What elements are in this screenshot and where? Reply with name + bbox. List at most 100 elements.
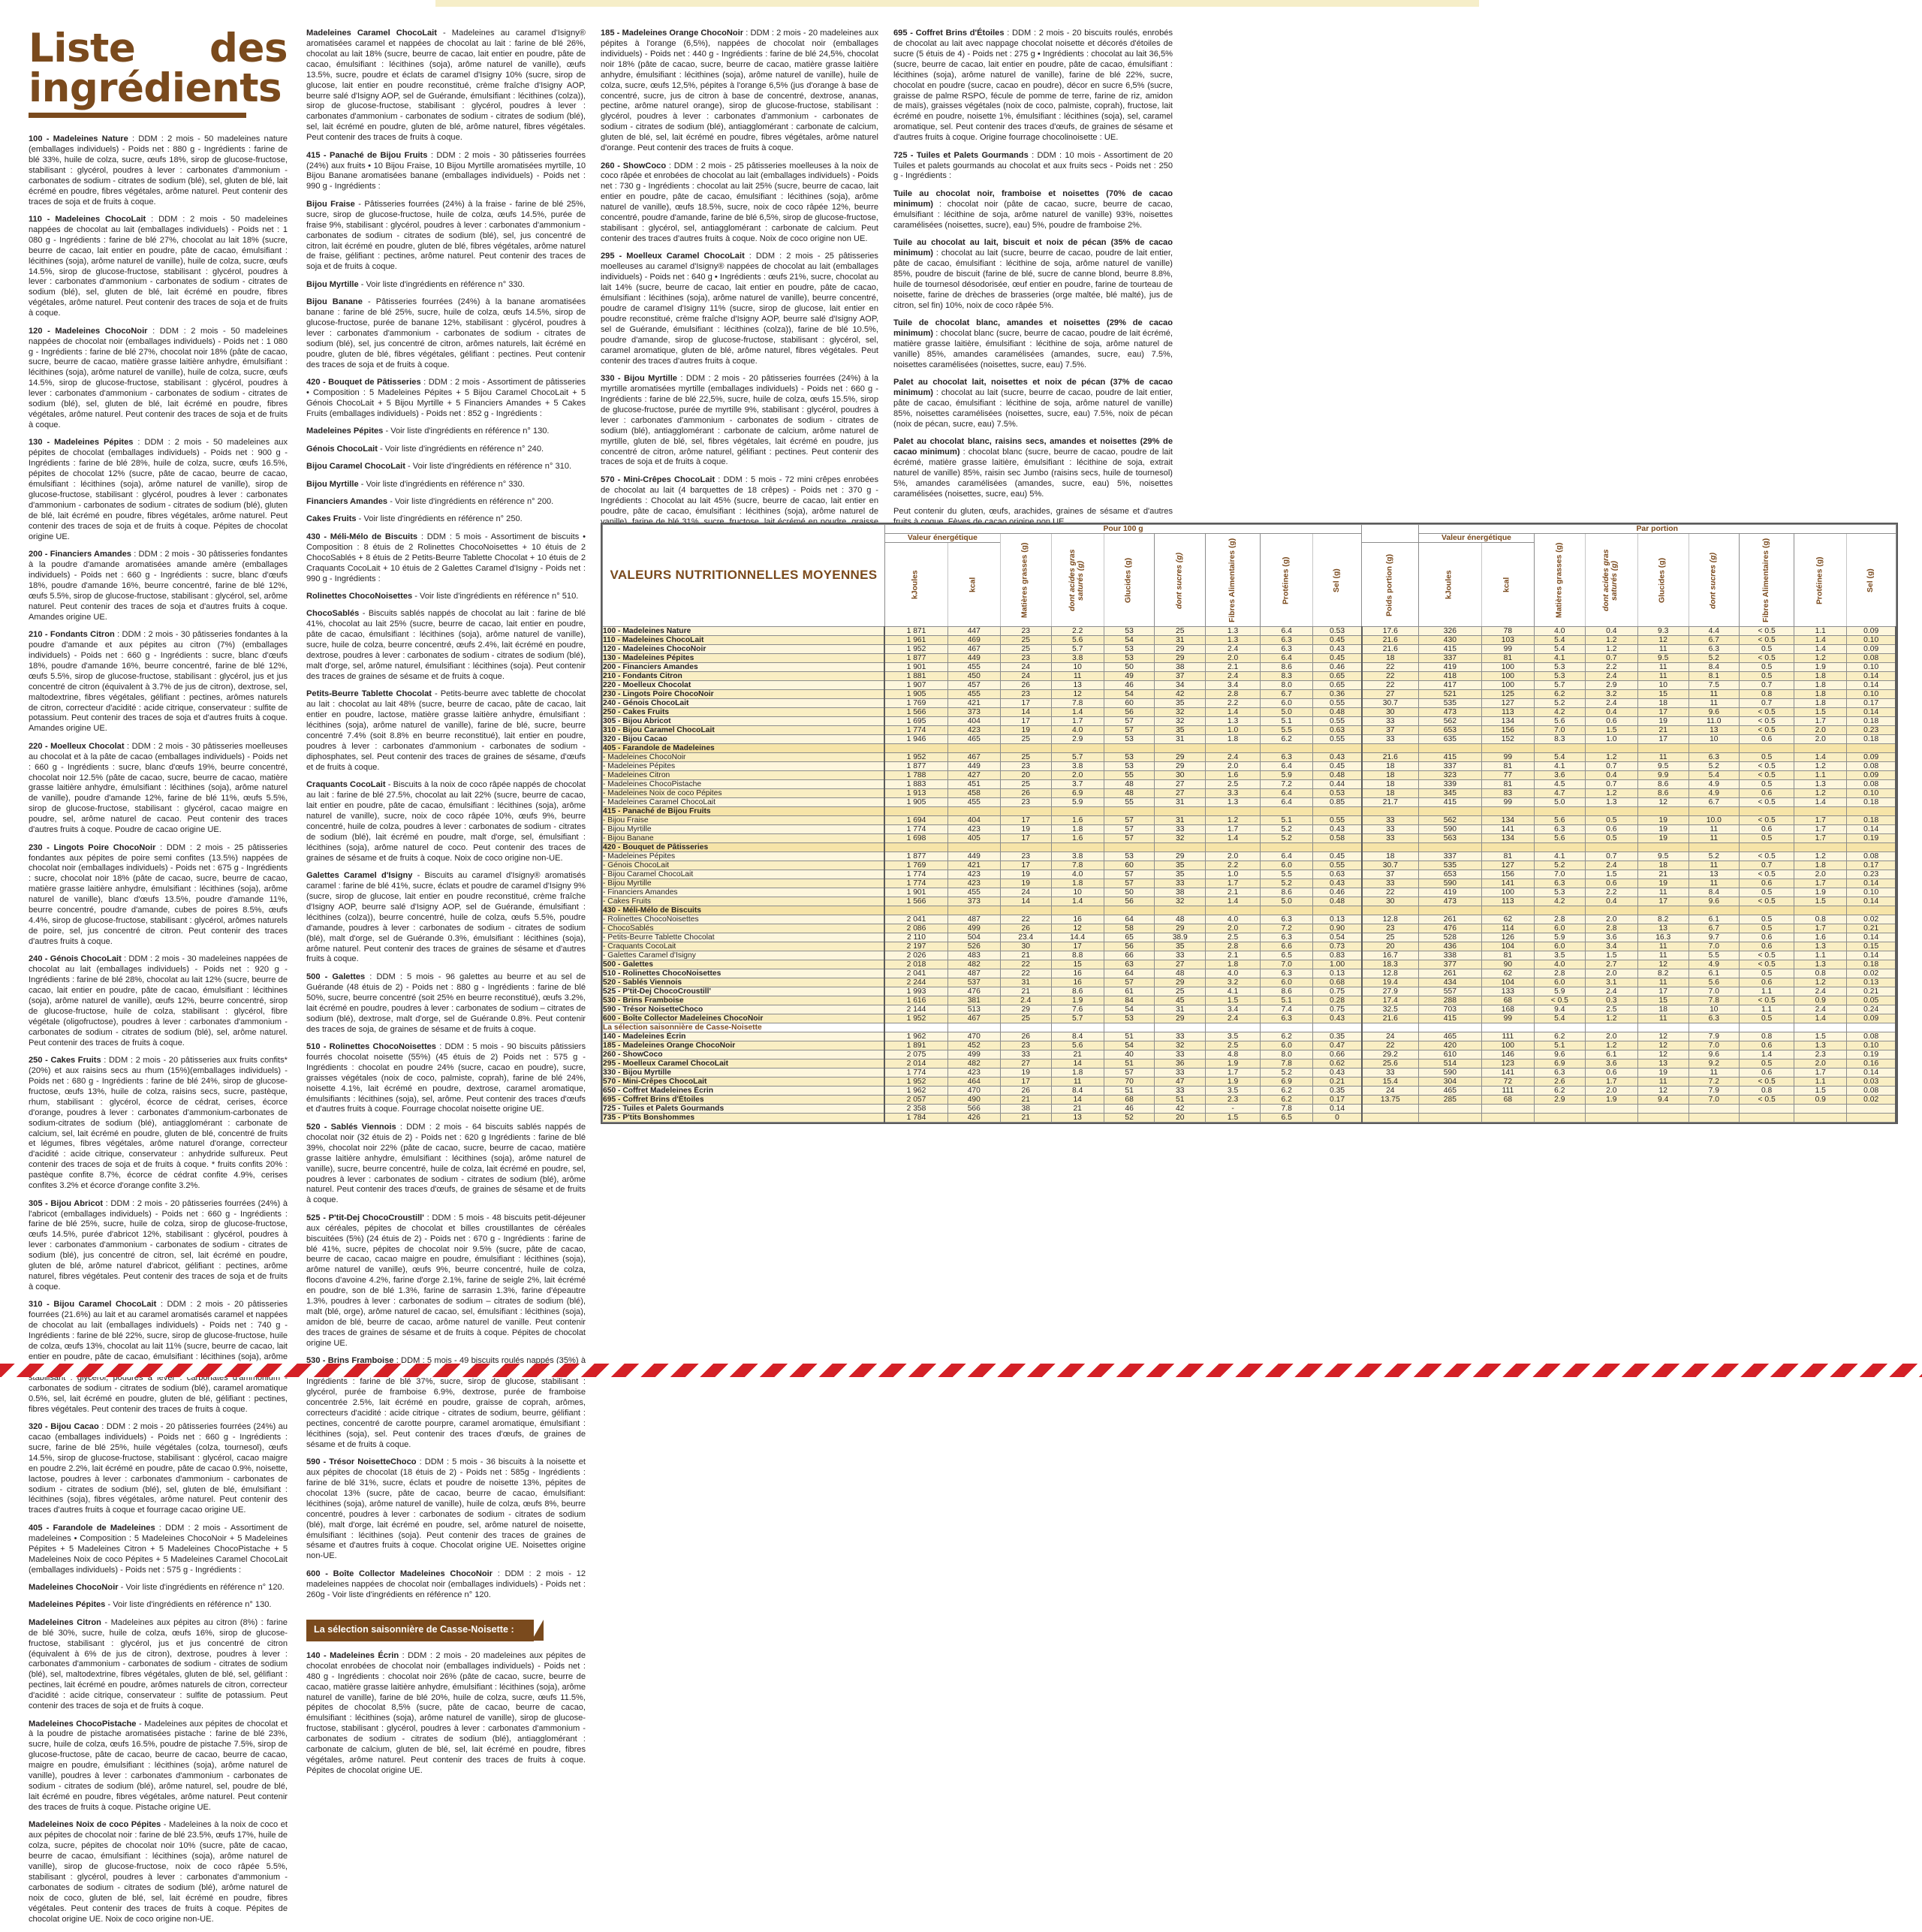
table-cell-portion: 126 bbox=[1481, 933, 1535, 942]
table-cell-portion: < 0.5 bbox=[1739, 635, 1795, 645]
table-cell-100g: 1 877 bbox=[884, 653, 948, 663]
table-cell-100g: 6.7 bbox=[1260, 689, 1314, 699]
ingredient-entry: 130 - Madeleines Pépites : DDM : 2 mois … bbox=[29, 438, 288, 542]
table-row: - Bijou Banane 1 698 405 17 1.6 57 32 1.4 5.2 0.5… bbox=[602, 833, 1897, 843]
table-cell-portion: 19 bbox=[1637, 833, 1689, 843]
table-cell-portion: 339 bbox=[1417, 779, 1482, 789]
ingredient-entry-text: : DDM : 2 mois - 50 madeleines nappées d… bbox=[29, 214, 288, 318]
table-cell-100g: 53 bbox=[1103, 626, 1155, 636]
table-cell-100g: 30 bbox=[999, 942, 1052, 951]
table-cell-portion: 127 bbox=[1481, 861, 1535, 870]
table-cell-portion: 5.7 bbox=[1534, 680, 1586, 690]
table-cell-100g bbox=[999, 806, 1052, 816]
table-cell-100g bbox=[884, 906, 948, 915]
table-cell-portion: 1.9 bbox=[1794, 662, 1848, 672]
table-cell-portion: 0.5 bbox=[1739, 752, 1795, 762]
table-cell-portion: < 0.5 bbox=[1739, 716, 1795, 726]
table-row: - Génois ChocoLait 1 769 421 17 7.8 60 35 2.2 6.… bbox=[602, 861, 1897, 870]
ingredient-entry-text: : DDM : 2 mois - 25 pâtisseries moelleus… bbox=[601, 252, 878, 366]
table-cell-100g: 40 bbox=[1103, 1050, 1155, 1059]
table-cell-100g: 17 bbox=[999, 833, 1052, 843]
table-cell-portion: 13 bbox=[1637, 924, 1689, 933]
ingredients-page: Liste des ingrédients 100 - Madeleines N… bbox=[29, 29, 1898, 1924]
table-cell-portion: 7.5 bbox=[1688, 680, 1740, 690]
ingredient-entry-text: : DDM : 2 mois - 20 madeleines aux pépit… bbox=[306, 1650, 586, 1775]
table-cell-portion: 0.6 bbox=[1739, 978, 1795, 987]
table-cell-100g: 1 877 bbox=[884, 761, 948, 771]
table-row: 510 - Rolinettes ChocoNoisettes 2 041 487 2… bbox=[602, 969, 1897, 978]
table-cell-portion: 111 bbox=[1481, 1032, 1535, 1041]
table-cell-portion: 0.6 bbox=[1739, 933, 1795, 942]
column-3: 185 - Madeleines Orange ChocoNoir : DDM … bbox=[601, 29, 878, 594]
table-cell-100g: 6.2 bbox=[1260, 734, 1314, 744]
table-row: 570 - Mini-Crêpes ChocoLait 1 952 464 17 11 7… bbox=[602, 1077, 1897, 1087]
table-cell-100g: 22 bbox=[999, 960, 1052, 969]
table-cell-portion: 6.1 bbox=[1688, 969, 1740, 978]
table-row: 130 - Madeleines Pépites 1 877 449 23 3.8 53 2… bbox=[602, 653, 1897, 663]
portion-column-header-7: Protéines (g) bbox=[1794, 533, 1847, 627]
table-cell-portion: 0.5 bbox=[1739, 779, 1795, 789]
table-cell-100g: 449 bbox=[947, 851, 1001, 861]
table-cell-100g bbox=[1050, 906, 1104, 915]
table-cell-portion: 1.7 bbox=[1794, 924, 1848, 933]
table-cell-100g: 3.2 bbox=[1205, 978, 1261, 987]
table-cell-100g: 6.3 bbox=[1260, 1014, 1314, 1023]
table-cell-portion-weight: 30.7 bbox=[1360, 698, 1419, 708]
ingredient-entry-ref: Bijou Myrtille bbox=[306, 479, 359, 489]
table-cell-100g: 0.43 bbox=[1312, 879, 1363, 888]
ingredient-entry: Madeleines Citron - Madeleines aux pépit… bbox=[29, 1618, 288, 1712]
table-cell-portion bbox=[1417, 743, 1482, 753]
table-cell-100g: 45 bbox=[1154, 996, 1207, 1005]
table-cell-100g: 8.3 bbox=[1260, 671, 1314, 681]
table-cell-100g: 6.4 bbox=[1260, 788, 1314, 798]
table-cell-portion: 8.4 bbox=[1688, 888, 1740, 897]
table-cell-100g bbox=[947, 842, 1001, 852]
table-cell-100g: 21 bbox=[999, 951, 1052, 960]
table-cell-portion bbox=[1739, 906, 1795, 915]
table-row-label: 240 - Génois ChocoLait bbox=[602, 698, 885, 708]
table-cell-100g: 5.0 bbox=[1260, 897, 1314, 906]
ingredient-entry-ref: Bijou Fraise bbox=[306, 199, 355, 209]
table-cell-100g: 1.2 bbox=[1205, 815, 1261, 825]
table-cell-100g: 5.2 bbox=[1260, 1068, 1314, 1078]
table-cell-portion: 6.1 bbox=[1688, 915, 1740, 924]
table-cell-portion: 11 bbox=[1637, 978, 1689, 987]
ingredient-entry: Madeleines Pépites - Voir liste d'ingréd… bbox=[306, 426, 586, 437]
ingredient-entry-ref: 295 - Moelleux Caramel ChocoLait bbox=[601, 252, 745, 261]
table-cell-portion: 81 bbox=[1481, 761, 1535, 771]
table-cell-100g: 467 bbox=[947, 644, 1001, 654]
table-cell-portion-weight: 37 bbox=[1360, 870, 1419, 879]
table-cell-portion: 1.4 bbox=[1794, 635, 1848, 645]
ingredient-entry-text: - Biscuits au caramel d'Isigny® aromatis… bbox=[306, 871, 586, 964]
table-cell-portion: 104 bbox=[1481, 942, 1535, 951]
table-cell-portion: 0.5 bbox=[1739, 671, 1795, 681]
table-cell-portion: 100 bbox=[1481, 662, 1535, 672]
table-cell-100g: 8.6 bbox=[1050, 987, 1104, 996]
table-cell-100g: 38 bbox=[999, 1104, 1052, 1114]
table-cell-100g: 0.43 bbox=[1312, 644, 1363, 654]
energy-header-100g: Valeur énergétique bbox=[884, 533, 1001, 543]
table-cell-portion: 78 bbox=[1481, 626, 1535, 636]
table-cell-100g: 1 905 bbox=[884, 797, 948, 807]
table-cell-portion bbox=[1846, 906, 1897, 915]
table-cell-100g bbox=[1103, 842, 1155, 852]
ingredient-entry-ref: 510 - Rolinettes ChocoNoisettes bbox=[306, 1041, 436, 1051]
table-cell-100g: 0.83 bbox=[1312, 951, 1363, 960]
table-cell-100g: 7.8 bbox=[1050, 698, 1104, 708]
table-row: 525 - P'tit-Dej ChocoCroustill' 1 993 476 2… bbox=[602, 987, 1897, 996]
table-cell-100g: 2.0 bbox=[1205, 851, 1261, 861]
table-cell-100g: 5.6 bbox=[1050, 1041, 1104, 1050]
table-cell-portion-weight: 33 bbox=[1360, 833, 1419, 843]
table-cell-100g: 0.43 bbox=[1312, 1068, 1363, 1078]
table-cell-100g: 56 bbox=[1103, 897, 1155, 906]
table-cell-100g: 452 bbox=[947, 1041, 1001, 1050]
table-cell-100g: 25 bbox=[1154, 987, 1207, 996]
table-cell-portion: 156 bbox=[1481, 725, 1535, 735]
table-cell-portion: 13 bbox=[1688, 725, 1740, 735]
table-row: 600 - Boîte Collector Madeleines ChocoNo… bbox=[602, 1014, 1897, 1023]
table-cell-portion: 1.2 bbox=[1794, 653, 1848, 663]
table-cell-portion: < 0.5 bbox=[1739, 897, 1795, 906]
table-cell-portion: 4.9 bbox=[1688, 779, 1740, 789]
table-cell-portion bbox=[1739, 1113, 1795, 1123]
table-cell-100g: 7.2 bbox=[1260, 924, 1314, 933]
